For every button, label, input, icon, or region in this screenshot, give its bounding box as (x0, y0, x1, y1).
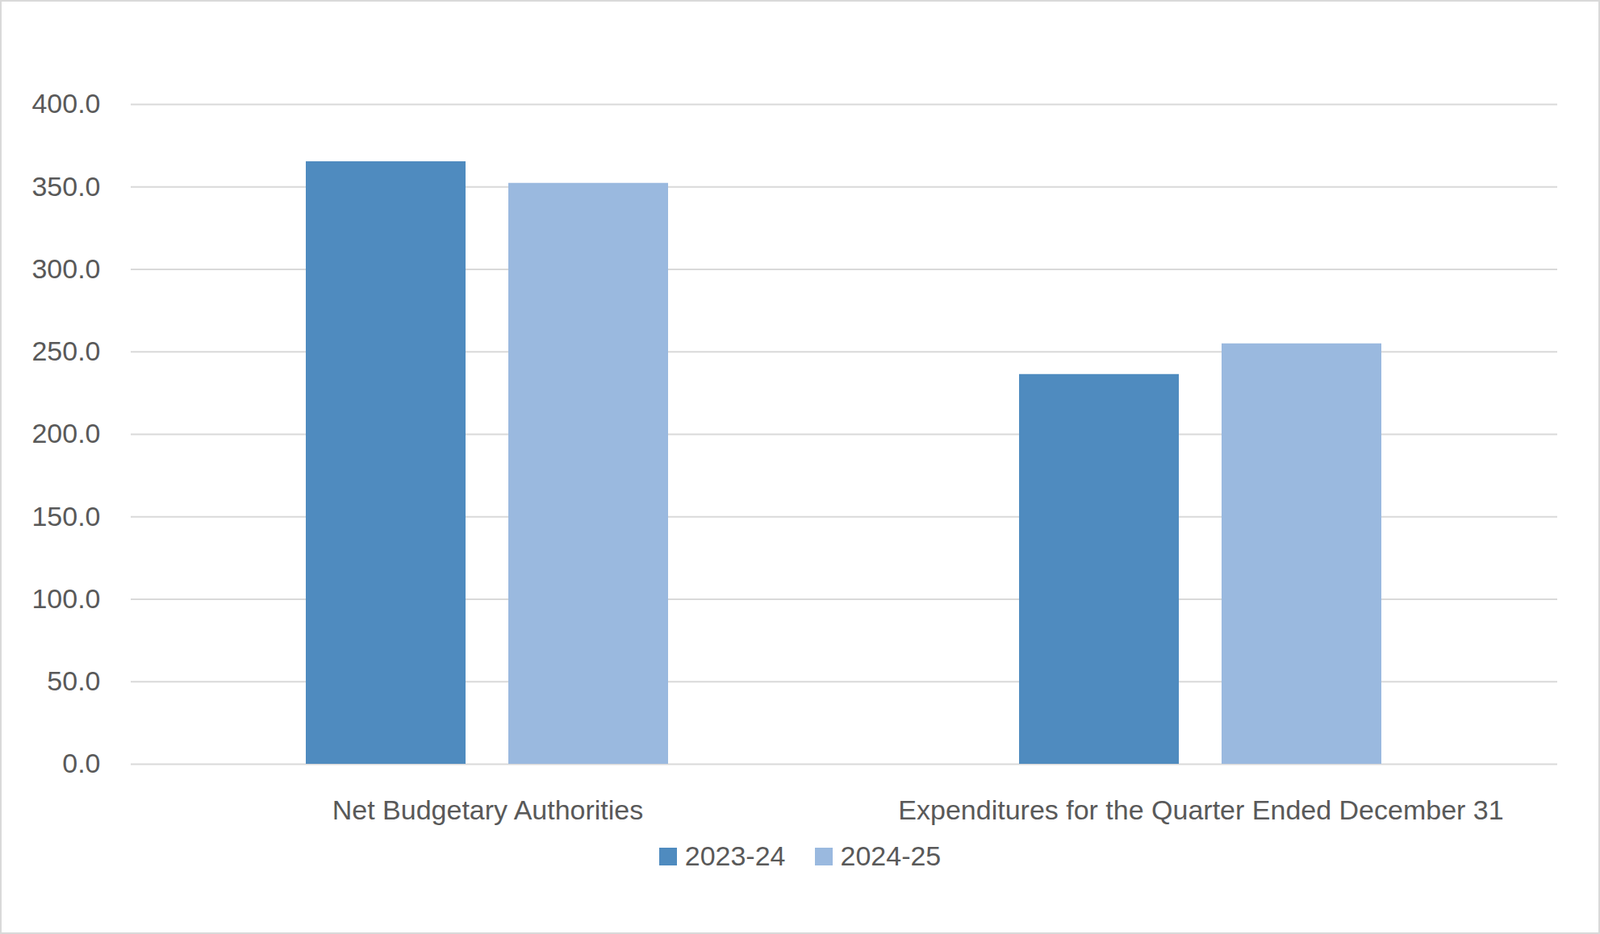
svg-text:350.0: 350.0 (31, 171, 101, 202)
svg-text:0.0: 0.0 (62, 747, 101, 779)
svg-text:50.0: 50.0 (46, 665, 101, 697)
svg-text:Expenditures for the Quarter E: Expenditures for the Quarter Ended Decem… (898, 794, 1504, 826)
svg-text:100.0: 100.0 (31, 583, 101, 615)
html-text:2023-24: 2023-24 (684, 840, 786, 872)
svg-text:150.0: 150.0 (31, 501, 101, 532)
svg-text:400.0: 400.0 (31, 87, 101, 119)
html-text:2024-25: 2024-25 (840, 840, 942, 872)
svg-text:200.0: 200.0 (31, 417, 101, 449)
svg-text:Net Budgetary Authorities: Net Budgetary Authorities (332, 794, 644, 826)
svg-text:250.0: 250.0 (31, 335, 101, 367)
svg-text:300.0: 300.0 (31, 253, 101, 285)
